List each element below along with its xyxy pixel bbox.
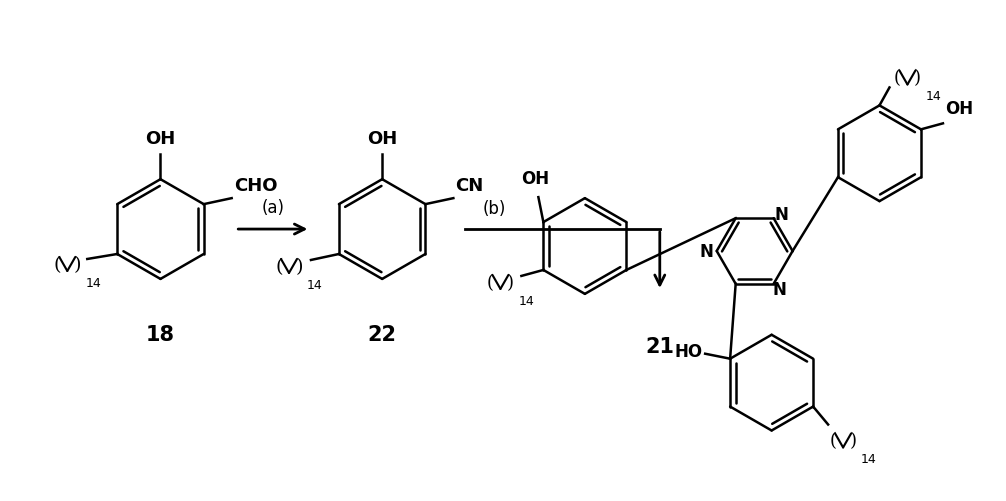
- Text: (a): (a): [262, 199, 285, 216]
- Text: CHO: CHO: [233, 177, 278, 195]
- Text: OH: OH: [945, 100, 973, 118]
- Text: HO: HO: [674, 342, 702, 360]
- Text: ): ): [73, 256, 81, 274]
- Text: (b): (b): [483, 200, 506, 217]
- Text: (: (: [830, 431, 837, 449]
- Text: (: (: [53, 256, 61, 274]
- Text: N: N: [773, 280, 787, 298]
- Text: 14: 14: [518, 294, 534, 307]
- Text: 14: 14: [307, 279, 323, 292]
- Text: (: (: [894, 69, 901, 87]
- Text: 14: 14: [86, 277, 101, 290]
- Text: (: (: [276, 258, 283, 276]
- Text: 18: 18: [146, 324, 175, 344]
- Text: 14: 14: [861, 452, 877, 465]
- Text: ): ): [850, 431, 856, 449]
- Text: 14: 14: [926, 90, 942, 103]
- Text: N: N: [775, 206, 789, 224]
- Text: ): ): [295, 258, 303, 276]
- Text: 21: 21: [645, 336, 674, 356]
- Text: OH: OH: [521, 170, 549, 188]
- Text: OH: OH: [367, 130, 397, 148]
- Text: ): ): [507, 274, 514, 291]
- Text: 22: 22: [367, 324, 396, 344]
- Text: (: (: [487, 274, 494, 291]
- Text: OH: OH: [145, 130, 176, 148]
- Text: N: N: [700, 242, 713, 261]
- Text: ): ): [913, 69, 920, 87]
- Text: CN: CN: [456, 177, 484, 195]
